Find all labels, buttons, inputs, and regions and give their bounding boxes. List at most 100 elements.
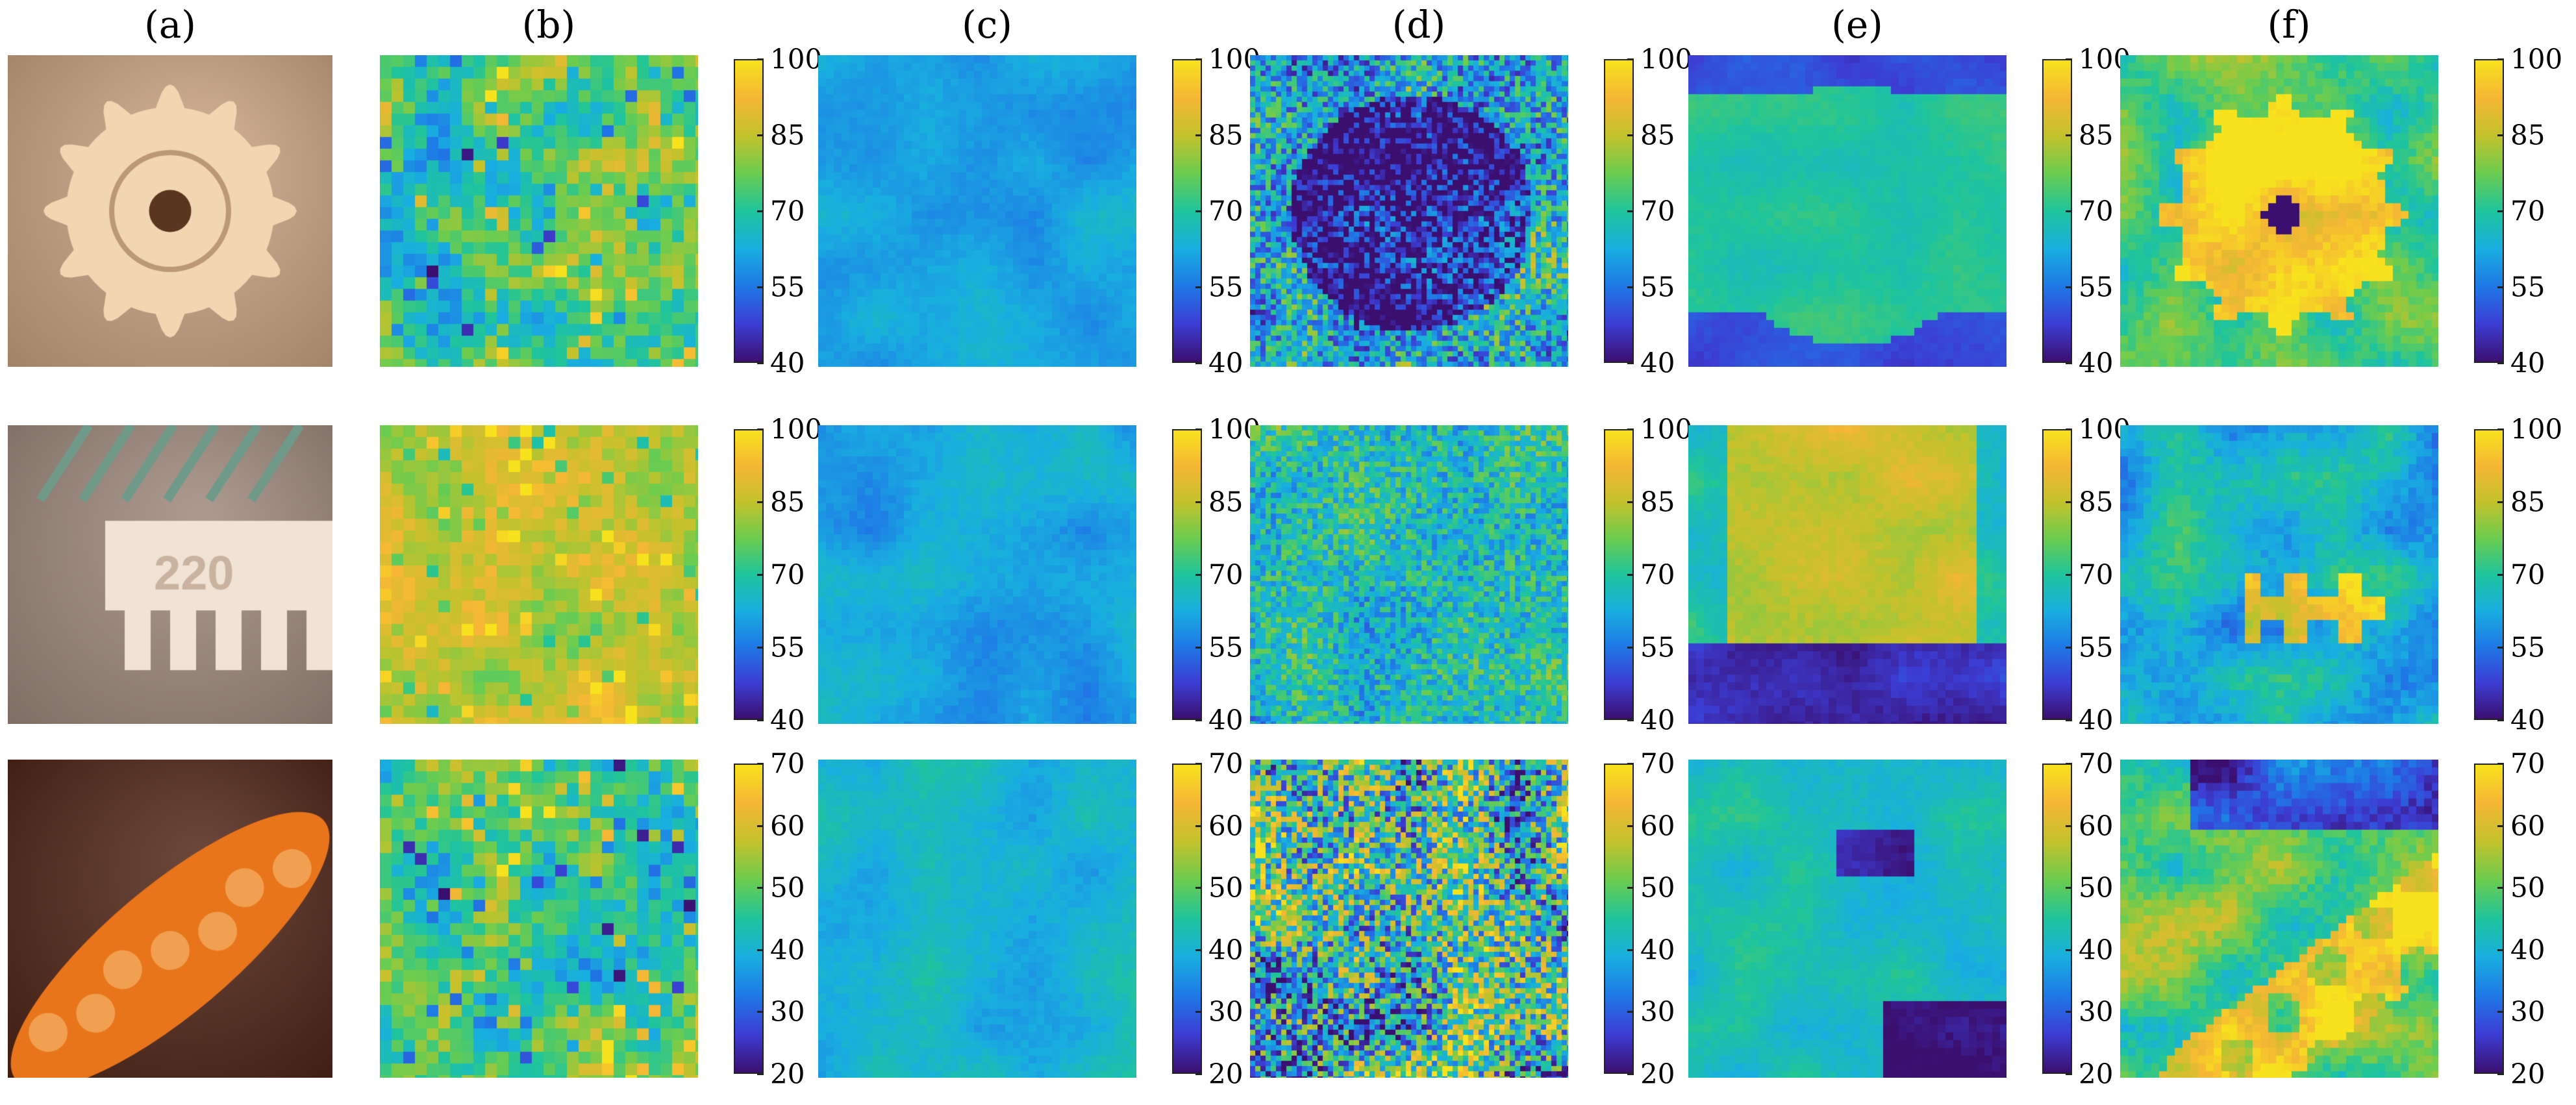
colorbar-tick-mark	[2066, 887, 2072, 889]
colorbar-tick-mark	[2066, 210, 2072, 212]
colorbar-tick-label: 70	[1640, 747, 1675, 780]
colorbar-tick-label: 70	[2510, 558, 2545, 591]
colorbar-tick-mark	[1627, 574, 1634, 576]
colorbar-tick-mark	[2066, 134, 2072, 136]
heatmap-chip-c	[818, 425, 1136, 724]
colorbar-tick-label: 50	[2079, 871, 2114, 904]
colorbar-tick-mark	[1627, 1011, 1634, 1013]
colorbar-tick-label: 40	[2079, 934, 2114, 966]
colorbar-tick-label: 55	[1208, 631, 1244, 664]
colorbar-tick-label: 100	[1640, 43, 1693, 75]
colorbar-tick-label: 100	[770, 413, 823, 445]
colorbar-tick-mark	[1627, 428, 1634, 430]
colorbar-tick-mark	[2497, 647, 2504, 649]
colorbar-tick-mark	[1627, 719, 1634, 721]
heatmap-gear-e	[1688, 55, 2007, 367]
colorbar-tick-label: 50	[1640, 871, 1675, 904]
colorbar-tick-label: 50	[770, 871, 805, 904]
colorbar-tick-label: 20	[2079, 1058, 2114, 1090]
colorbar-tick-label: 30	[2079, 995, 2114, 1028]
colorbar-tick-label: 70	[2079, 558, 2114, 591]
colorbar-tick-label: 20	[1640, 1058, 1675, 1090]
colorbar-tick-mark	[1627, 362, 1634, 364]
column-label: (a)	[144, 3, 196, 47]
heatmap-pod-e	[1688, 760, 2007, 1078]
colorbar-tick-mark	[757, 210, 764, 212]
colorbar-tick-label: 60	[1640, 810, 1675, 842]
colorbar-tick-label: 85	[770, 119, 805, 151]
colorbar-tick-mark	[757, 501, 764, 503]
heatmap-pod-d	[1250, 760, 1568, 1078]
colorbar-tick-mark	[757, 58, 764, 60]
heatmap-chip-e	[1688, 425, 2007, 724]
colorbar-tick-label: 30	[770, 995, 805, 1028]
heatmap-gear-b	[380, 55, 698, 367]
colorbar-tick-mark	[1195, 574, 1202, 576]
colorbar-tick-mark	[1195, 134, 1202, 136]
colorbar-tick-mark	[2066, 286, 2072, 288]
colorbar-tick-mark	[2497, 825, 2504, 827]
column-label: (b)	[521, 3, 576, 47]
colorbar-tick-label: 50	[2510, 871, 2545, 904]
colorbar-tick-label: 85	[2510, 486, 2545, 518]
colorbar-tick-mark	[1195, 1011, 1202, 1013]
colorbar-tick-label: 55	[2510, 631, 2545, 664]
colorbar-tick-label: 30	[1208, 995, 1244, 1028]
colorbar-tick-mark	[2066, 647, 2072, 649]
colorbar-tick-mark	[1195, 763, 1202, 765]
heatmap-chip-f	[2120, 425, 2438, 724]
colorbar-tick-mark	[1627, 286, 1634, 288]
colorbar-tick-label: 20	[2510, 1058, 2545, 1090]
heatmap-gear-c	[818, 55, 1136, 367]
colorbar-tick-mark	[1195, 887, 1202, 889]
colorbar-tick-label: 85	[1640, 119, 1675, 151]
colorbar-tick-label: 85	[2079, 119, 2114, 151]
colorbar-tick-label: 55	[1640, 631, 1675, 664]
colorbar-tick-mark	[1195, 286, 1202, 288]
colorbar-tick-mark	[2066, 574, 2072, 576]
column-label: (f)	[2267, 3, 2311, 47]
colorbar-tick-mark	[2066, 825, 2072, 827]
colorbar-tick-label: 100	[2510, 43, 2563, 75]
colorbar-tick-label: 40	[1208, 934, 1244, 966]
colorbar-tick-label: 70	[1640, 195, 1675, 227]
colorbar-tick-mark	[1627, 210, 1634, 212]
photo-pod	[8, 760, 332, 1078]
colorbar-tick-label: 30	[2510, 995, 2545, 1028]
colorbar-tick-mark	[2066, 1011, 2072, 1013]
colorbar-tick-mark	[1195, 1073, 1202, 1075]
colorbar-tick-label: 40	[2079, 704, 2114, 736]
colorbar-tick-label: 85	[1640, 486, 1675, 518]
colorbar-tick-mark	[1195, 362, 1202, 364]
colorbar-tick-mark	[757, 763, 764, 765]
colorbar-tick-mark	[1627, 887, 1634, 889]
colorbar-tick-mark	[757, 825, 764, 827]
colorbar-tick-label: 40	[2510, 347, 2545, 379]
colorbar-tick-mark	[2066, 763, 2072, 765]
colorbar-tick-mark	[757, 286, 764, 288]
colorbar-tick-mark	[757, 428, 764, 430]
colorbar-tick-label: 100	[770, 43, 823, 75]
colorbar-tick-mark	[2066, 949, 2072, 951]
colorbar-tick-mark	[1195, 825, 1202, 827]
colorbar-tick-mark	[2497, 949, 2504, 951]
colorbar-tick-mark	[1627, 949, 1634, 951]
colorbar-tick-label: 55	[2079, 271, 2114, 303]
colorbar-tick-mark	[2497, 719, 2504, 721]
colorbar-tick-mark	[2066, 719, 2072, 721]
colorbar-tick-label: 100	[1640, 413, 1693, 445]
colorbar-tick-label: 85	[1208, 119, 1244, 151]
photo-gear	[8, 55, 332, 367]
heatmap-gear-d	[1250, 55, 1568, 367]
colorbar-tick-label: 100	[2510, 413, 2563, 445]
colorbar-tick-label: 70	[770, 747, 805, 780]
heatmap-pod-b	[380, 760, 698, 1078]
colorbar-tick-label: 40	[2510, 934, 2545, 966]
colorbar-tick-label: 70	[1208, 195, 1244, 227]
colorbar-tick-mark	[2497, 58, 2504, 60]
colorbar-tick-mark	[1627, 134, 1634, 136]
colorbar-tick-label: 50	[1208, 871, 1244, 904]
colorbar-tick-mark	[757, 362, 764, 364]
colorbar-tick-label: 40	[1208, 347, 1244, 379]
